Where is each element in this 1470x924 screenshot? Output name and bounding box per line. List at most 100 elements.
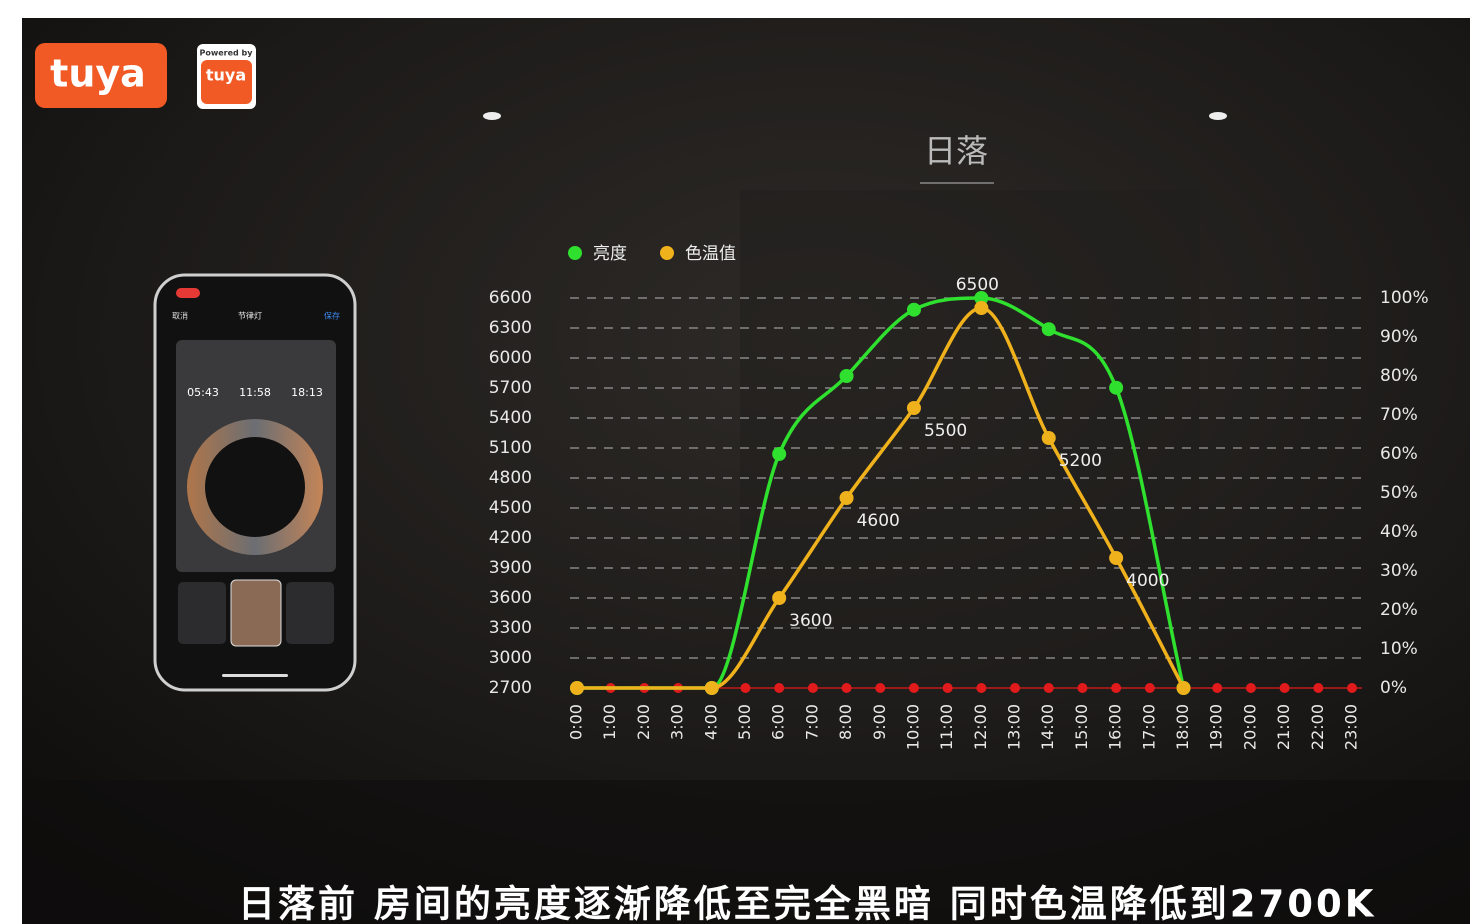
data-label: 4000	[1126, 571, 1169, 591]
dial	[205, 437, 305, 537]
x-tick-mark	[1111, 683, 1122, 693]
y-tick-label: 5100	[489, 438, 532, 458]
y2-tick-label: 10%	[1380, 639, 1418, 659]
x-tick-label: 10:00	[903, 704, 922, 750]
x-tick-mark	[740, 683, 751, 693]
x-tick-label: 12:00	[971, 704, 990, 750]
x-tick-label: 23:00	[1342, 704, 1361, 750]
badge-text: tuya	[206, 66, 246, 85]
y2-tick-label: 60%	[1380, 444, 1418, 464]
y-tick-label: 4500	[489, 498, 532, 518]
phone-time: 05:43	[187, 386, 219, 399]
data-label: 6500	[956, 275, 999, 295]
point	[906, 302, 921, 317]
x-tick-label: 3:00	[668, 704, 687, 740]
point	[906, 401, 921, 415]
home-bar	[222, 674, 288, 677]
x-tick-label: 14:00	[1038, 704, 1057, 750]
x-tick-mark	[908, 683, 919, 693]
x-tick-mark	[1212, 683, 1223, 693]
phone-cancel: 取消	[172, 311, 188, 321]
point	[974, 291, 989, 305]
y-tick-label: 3000	[489, 648, 532, 668]
tuya-logo	[35, 43, 167, 108]
data-label: 5500	[924, 421, 967, 441]
point	[704, 681, 719, 695]
x-tick-mark	[774, 683, 785, 693]
point	[772, 591, 787, 605]
x-tick-label: 0:00	[567, 704, 586, 740]
point	[1109, 380, 1124, 395]
phone-time: 18:13	[291, 386, 323, 399]
x-tick-mark	[807, 683, 818, 693]
x-tick-label: 18:00	[1173, 704, 1192, 750]
ceiling-light	[483, 112, 501, 120]
legend-swatch	[568, 246, 582, 260]
y2-tick-label: 70%	[1380, 405, 1418, 425]
x-tick-mark	[1313, 683, 1324, 693]
x-tick-label: 15:00	[1072, 704, 1091, 750]
mode-button	[178, 582, 226, 644]
x-tick-label: 20:00	[1240, 704, 1259, 750]
mode-button	[286, 582, 334, 644]
x-tick-label: 2:00	[634, 704, 653, 740]
chart-title: 日落	[924, 132, 988, 170]
series-line	[576, 306, 1186, 690]
floor	[22, 780, 1470, 924]
x-tick-label: 11:00	[937, 704, 956, 750]
x-tick-mark	[1144, 683, 1155, 693]
wall-panel	[740, 190, 1200, 710]
point	[1109, 551, 1124, 565]
point	[839, 491, 854, 505]
point	[1041, 322, 1056, 337]
x-tick-mark	[875, 683, 886, 693]
legend-label: 色温值	[685, 244, 736, 264]
point	[772, 447, 787, 461]
point	[1041, 431, 1056, 445]
x-tick-label: 5:00	[735, 704, 754, 740]
point	[974, 301, 989, 315]
y-tick-label: 4200	[489, 528, 532, 548]
y-tick-label: 6000	[489, 348, 532, 368]
ceiling-light	[1209, 112, 1227, 120]
x-tick-label: 9:00	[870, 704, 889, 740]
x-tick-label: 8:00	[836, 704, 855, 740]
x-tick-mark	[1043, 683, 1054, 693]
y2-tick-label: 0%	[1380, 678, 1407, 698]
legend-swatch	[660, 246, 674, 260]
x-tick-label: 13:00	[1005, 704, 1024, 750]
y-tick-label: 3600	[489, 588, 532, 608]
x-tick-label: 19:00	[1207, 704, 1226, 750]
x-tick-mark	[1347, 683, 1357, 693]
x-tick-label: 16:00	[1106, 704, 1125, 750]
legend-label: 亮度	[593, 244, 627, 264]
y-tick-label: 6300	[489, 318, 532, 338]
y-tick-label: 2700	[489, 678, 532, 698]
y2-tick-label: 30%	[1380, 561, 1418, 581]
status-pill	[176, 288, 200, 298]
y2-tick-label: 80%	[1380, 366, 1418, 386]
x-tick-label: 4:00	[701, 704, 720, 740]
chart: 2700 3000 3300 3600 3900 4200 4500 4800 5100 5400…	[489, 244, 1429, 750]
data-label: 4600	[857, 511, 900, 531]
x-tick-mark	[1279, 683, 1290, 693]
phone-title: 节律灯	[238, 311, 262, 321]
y-tick-label: 5700	[489, 378, 532, 398]
caption: 日落前 房间的亮度逐渐降低至完全黑暗 同时色温降低到2700K	[238, 883, 1376, 924]
mode-button	[230, 579, 282, 647]
y2-tick-label: 40%	[1380, 522, 1418, 542]
point	[839, 369, 854, 383]
point	[570, 681, 584, 695]
y-tick-label: 4800	[489, 468, 532, 488]
x-tick-mark	[976, 683, 987, 693]
badge-inner	[201, 60, 252, 104]
phone-save: 保存	[324, 311, 340, 321]
x-tick-label: 1:00	[600, 704, 619, 740]
x-tick-label: 17:00	[1139, 704, 1158, 750]
y2-tick-label: 90%	[1380, 327, 1418, 347]
x-tick-mark	[1077, 683, 1088, 693]
x-tick-label: 22:00	[1308, 704, 1327, 750]
badge-top: Powered by	[200, 49, 254, 58]
